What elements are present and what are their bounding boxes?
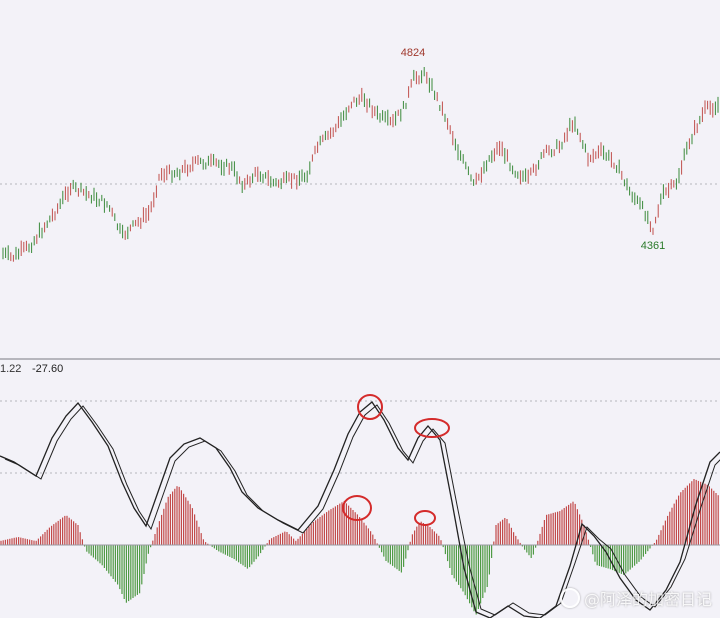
- price-bars: [2, 67, 719, 262]
- watermark: @阿泽的加密日记: [559, 586, 712, 610]
- macd-histogram: [0, 479, 719, 615]
- low-price-label: 4361: [641, 240, 665, 252]
- highlight-ellipse: [414, 510, 436, 526]
- highlight-ellipse: [357, 394, 383, 420]
- macd-readout-2: -27.60: [32, 363, 63, 375]
- high-price-label: 4824: [401, 47, 425, 59]
- macd-readout-1: 1.22: [0, 363, 21, 375]
- macd-highlights: [342, 394, 450, 526]
- highlight-ellipse: [342, 495, 372, 521]
- price-panel: 4824 4361: [0, 47, 720, 262]
- macd-dea-line: [4, 404, 720, 616]
- highlight-ellipse: [414, 418, 450, 438]
- macd-panel: 1.22 -27.60: [0, 363, 720, 618]
- watermark-icon: [559, 588, 580, 608]
- macd-dif-line: [0, 401, 720, 618]
- watermark-text: @阿泽的加密日记: [583, 590, 712, 609]
